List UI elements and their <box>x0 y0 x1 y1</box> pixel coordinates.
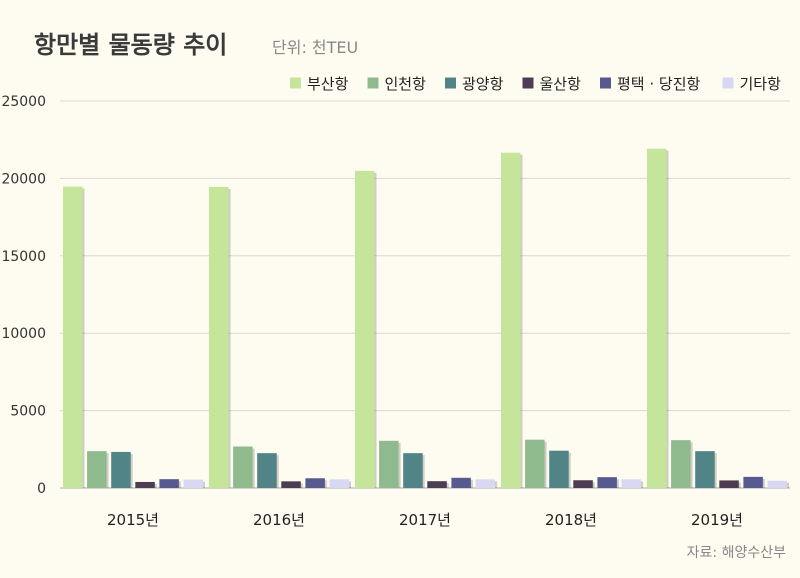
bar <box>87 451 107 488</box>
bar <box>183 479 203 488</box>
bar <box>647 148 667 488</box>
legend-swatch <box>367 77 379 89</box>
x-category-label: 2018년 <box>545 511 597 529</box>
legend-label: 인천항 <box>385 75 427 93</box>
bar <box>305 478 325 488</box>
bar <box>329 479 349 488</box>
bar <box>135 481 155 488</box>
legend-label: 평택 · 당진항 <box>617 75 701 93</box>
bar <box>111 451 131 488</box>
bar <box>743 476 763 488</box>
x-category-label: 2017년 <box>399 511 451 529</box>
bar <box>209 186 229 488</box>
y-tick-label: 20000 <box>1 171 46 187</box>
bar <box>355 170 375 488</box>
legend-swatch <box>445 77 456 89</box>
bar <box>573 480 593 488</box>
y-tick-label: 5000 <box>10 404 46 420</box>
bar <box>475 479 495 488</box>
legend-swatch <box>722 77 734 89</box>
legend: 부산항 인천항 광양항 울산항 평택 · 당진항 기타항 <box>290 75 781 93</box>
bar <box>501 152 521 489</box>
legend-label: 부산항 <box>307 75 349 93</box>
y-tick-label: 0 <box>37 481 46 497</box>
y-tick-label: 15000 <box>1 249 46 265</box>
legend-label: 울산항 <box>540 75 582 93</box>
bars <box>63 148 789 489</box>
legend-swatch <box>522 77 534 89</box>
bar <box>233 446 253 488</box>
source-note: 자료: 해양수산부 <box>687 545 786 561</box>
bar <box>257 453 277 488</box>
bar <box>403 453 423 488</box>
x-category-label: 2015년 <box>107 511 159 529</box>
bar <box>767 480 787 488</box>
unit-label: 단위: 천TEU <box>272 38 358 57</box>
bar <box>427 481 447 488</box>
legend-label: 광양항 <box>462 75 504 93</box>
y-tick-label: 25000 <box>1 94 46 110</box>
bar <box>621 479 641 488</box>
bar <box>159 479 179 488</box>
gridlines <box>60 100 790 489</box>
bar <box>379 440 399 488</box>
bar <box>597 477 617 488</box>
bar <box>281 481 301 488</box>
x-category-label: 2019년 <box>691 511 743 529</box>
y-tick-label: 10000 <box>1 326 46 342</box>
bar <box>695 451 715 488</box>
legend-label: 기타항 <box>740 75 782 93</box>
bar <box>549 450 569 488</box>
x-axis-categories: 2015년 2016년 2017년 2018년 2019년 <box>107 511 743 529</box>
legend-swatch <box>290 77 301 89</box>
bar <box>525 439 545 488</box>
bar <box>671 440 691 488</box>
bar <box>719 480 739 488</box>
legend-swatch <box>600 77 611 89</box>
x-category-label: 2016년 <box>253 511 305 529</box>
y-axis-ticks: 0 5000 10000 15000 20000 25000 <box>1 94 46 497</box>
bar <box>451 477 471 488</box>
chart-title: 항만별 물동량 추이 <box>34 31 227 59</box>
bar <box>63 186 83 488</box>
